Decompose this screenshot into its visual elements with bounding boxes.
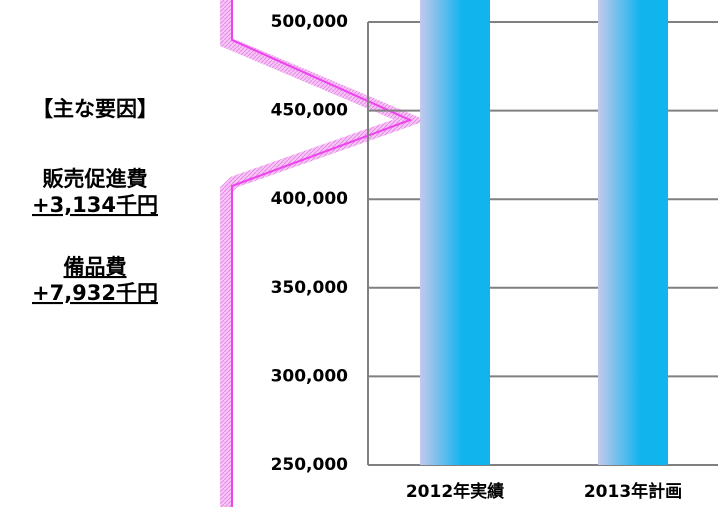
annotation: 販売促進費 (43, 167, 148, 191)
callout-line (231, 0, 413, 507)
y-tick-label: 250,000 (271, 455, 349, 475)
y-tick-label: 400,000 (271, 189, 349, 209)
y-tick-label: 500,000 (271, 12, 349, 32)
y-tick-label: 450,000 (271, 101, 349, 121)
annotation: 【主な要因】 (32, 97, 158, 121)
bar-segment (420, 0, 490, 466)
y-tick-label: 300,000 (271, 366, 349, 386)
x-tick-label: 2012年実績 (406, 481, 504, 502)
x-tick-label: 2013年計画 (584, 481, 682, 502)
annotation: +7,932千円 (32, 281, 158, 305)
annotation: +3,134千円 (32, 193, 158, 217)
bar-segment (598, 0, 668, 465)
y-tick-label: 350,000 (271, 278, 349, 298)
annotation: 備品費 (64, 255, 127, 279)
callout-band (220, 0, 427, 507)
